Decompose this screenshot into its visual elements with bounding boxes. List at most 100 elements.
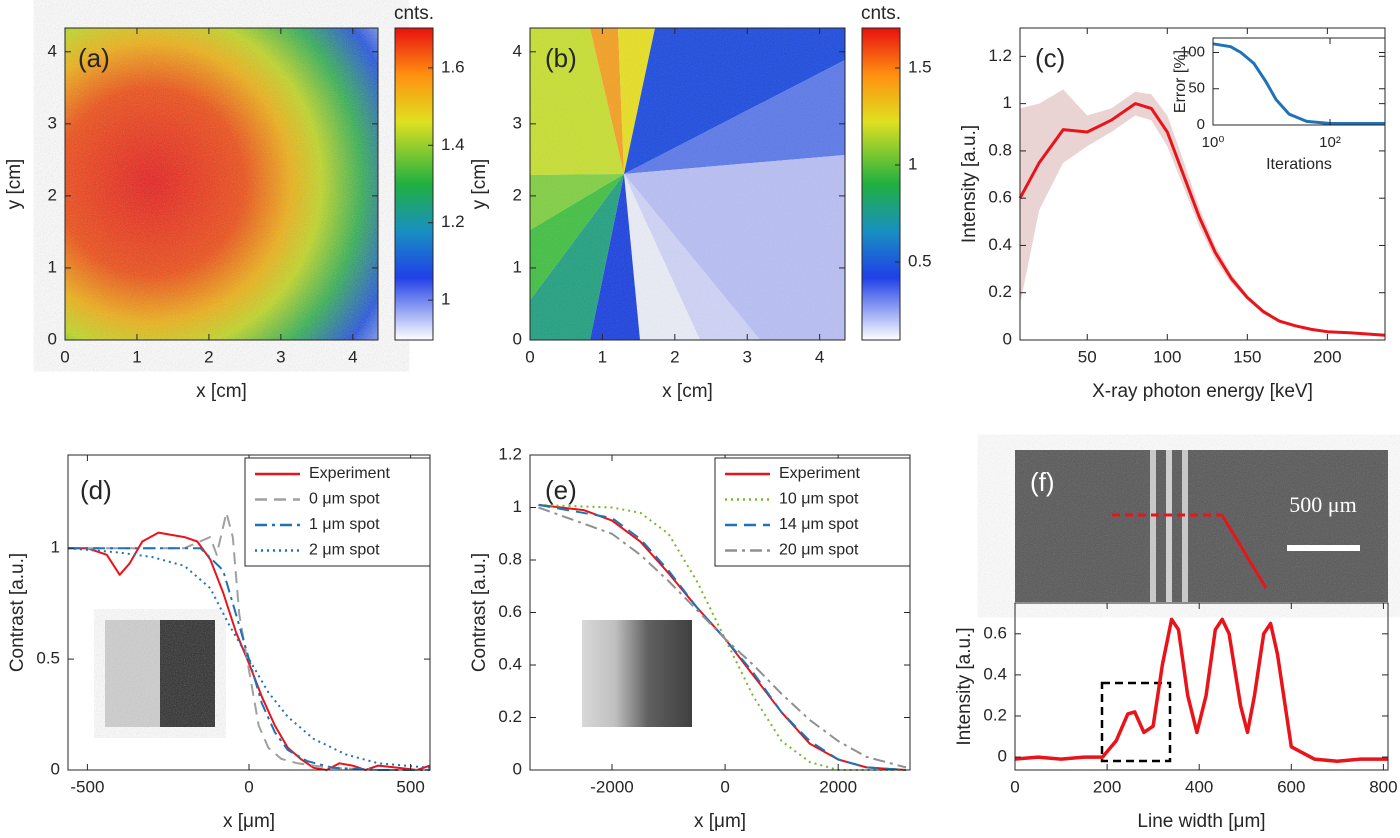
legend-label: 10 μm spot <box>779 491 859 508</box>
sample-image-f: 500 μm <box>1015 450 1388 602</box>
data-line <box>1212 42 1385 125</box>
colorbar-title: cnts. <box>394 3 434 24</box>
panel-label: (e) <box>545 475 577 505</box>
y-tick-label: 0.2 <box>983 705 1007 724</box>
y-axis-label: y [cm] <box>4 159 25 210</box>
x-tick-label: 600 <box>1277 777 1305 796</box>
panel-label: (b) <box>545 43 577 73</box>
x-tick-label: 800 <box>1369 777 1397 796</box>
legend-box <box>714 457 911 567</box>
legend-label: 1 μm spot <box>309 516 380 533</box>
x-tick-label: 100 <box>1153 347 1181 366</box>
x-axis-label: X-ray photon energy [keV] <box>1092 381 1313 402</box>
zoom-box <box>1100 681 1172 763</box>
y-tick-label: 0.8 <box>988 140 1012 159</box>
x-tick-label: 10⁰ <box>1202 134 1225 151</box>
x-tick-label: 500 <box>396 777 424 796</box>
x-tick-label: 10² <box>1319 134 1341 151</box>
legend-label: 20 μm spot <box>779 542 859 559</box>
data-line <box>538 506 907 769</box>
y-tick-label: 1 <box>51 538 60 557</box>
y-tick-label: 0.6 <box>983 623 1007 642</box>
colorbar-tick-label: 1 <box>908 154 917 173</box>
x-tick-label: 1 <box>132 347 141 366</box>
heatmap-b-image <box>530 28 845 340</box>
uncertainty-band <box>1020 89 1385 336</box>
colorbar-tick-label: 0.5 <box>908 251 932 270</box>
axes-box <box>64 27 379 341</box>
x-axis-label: x [μm] <box>223 811 275 832</box>
x-tick-label: -500 <box>70 777 104 796</box>
y-tick-label: 3 <box>48 113 57 132</box>
x-tick-label: 1 <box>598 347 607 366</box>
legend-label: 0 μm spot <box>309 491 380 508</box>
y-tick-label: 3 <box>513 113 522 132</box>
data-line <box>67 547 431 769</box>
colorbar-tick-label: 1.5 <box>908 57 932 76</box>
colorbar-tick-label: 1 <box>441 290 450 309</box>
y-tick-label: 0.4 <box>988 235 1012 254</box>
data-line <box>538 503 907 771</box>
x-tick-label: 0 <box>60 347 69 366</box>
y-tick-label: 0.2 <box>988 282 1012 301</box>
axes-box <box>1212 37 1386 126</box>
x-tick-label: 2 <box>670 347 679 366</box>
y-tick-label: 0 <box>998 747 1007 766</box>
data-line <box>68 511 430 771</box>
colorbar-tick-label: 1.4 <box>441 135 465 154</box>
panel-label: (c) <box>1035 43 1065 73</box>
y-tick-label: 2 <box>513 185 522 204</box>
colorbar <box>861 27 901 341</box>
x-tick-label: 0 <box>244 777 253 796</box>
legend-label: Experiment <box>779 465 860 482</box>
x-tick-label: 0 <box>720 777 729 796</box>
x-tick-label: -2000 <box>590 777 633 796</box>
x-axis-label: Iterations <box>1266 156 1332 173</box>
x-axis-label: Line width [μm] <box>1137 811 1265 832</box>
legend-label: 2 μm spot <box>309 542 380 559</box>
x-tick-label: 2000 <box>819 777 857 796</box>
axes-box <box>1014 602 1389 771</box>
y-tick-label: 100 <box>1180 43 1205 60</box>
data-line <box>68 547 430 771</box>
y-axis-label: Contrast [a.u.] <box>7 553 28 672</box>
y-tick-label: 1.2 <box>498 444 522 463</box>
colorbar <box>394 27 434 341</box>
panel-label: (d) <box>80 475 112 505</box>
panel-label: (a) <box>78 43 110 73</box>
inset-image-e <box>582 620 692 727</box>
x-tick-label: 2 <box>204 347 213 366</box>
x-tick-label: 0 <box>1010 777 1019 796</box>
legend-label: Experiment <box>309 465 390 482</box>
x-tick-label: 150 <box>1233 347 1261 366</box>
y-tick-label: 4 <box>513 41 522 60</box>
y-tick-label: 0 <box>1003 329 1012 348</box>
axes-box <box>529 27 846 341</box>
y-tick-label: 0 <box>513 759 522 778</box>
legend-box <box>244 457 431 567</box>
legend-label: 14 μm spot <box>779 516 859 533</box>
x-tick-label: 3 <box>743 347 752 366</box>
y-tick-label: 0 <box>1197 116 1205 133</box>
data-line <box>1018 102 1386 337</box>
y-tick-label: 50 <box>1188 80 1205 97</box>
y-axis-label: Contrast [a.u.] <box>469 553 490 672</box>
colorbar-tick-label: 1.6 <box>441 57 465 76</box>
x-tick-label: 4 <box>815 347 824 366</box>
y-tick-label: 0.8 <box>498 549 522 568</box>
x-tick-label: 0 <box>525 347 534 366</box>
x-tick-label: 200 <box>1093 777 1121 796</box>
y-tick-label: 0.5 <box>36 649 60 668</box>
colorbar-title: cnts. <box>861 3 901 24</box>
y-axis-label: Intensity [a.u.] <box>959 125 980 243</box>
panel-label: (f) <box>1030 467 1055 497</box>
y-tick-label: 0 <box>513 329 522 348</box>
y-axis-label: Error [%] <box>1172 50 1189 113</box>
data-line <box>1014 617 1388 763</box>
y-tick-label: 4 <box>48 41 57 60</box>
y-tick-label: 2 <box>48 185 57 204</box>
y-axis-label: y [cm] <box>469 159 490 210</box>
y-tick-label: 1.2 <box>988 46 1012 65</box>
x-tick-label: 400 <box>1185 777 1213 796</box>
